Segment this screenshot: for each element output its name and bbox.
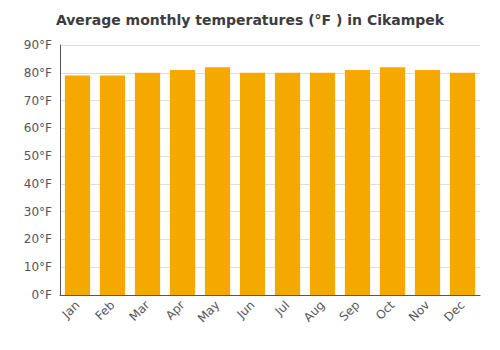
svg-text:50°F: 50°F: [24, 149, 52, 163]
svg-text:0°F: 0°F: [31, 288, 52, 302]
svg-text:Feb: Feb: [93, 298, 118, 323]
svg-text:80°F: 80°F: [24, 66, 52, 80]
svg-text:Dec: Dec: [441, 298, 467, 324]
svg-text:Jul: Jul: [272, 298, 293, 319]
svg-text:Nov: Nov: [406, 298, 432, 324]
svg-text:60°F: 60°F: [24, 121, 52, 135]
svg-text:May: May: [195, 298, 222, 325]
svg-text:90°F: 90°F: [24, 38, 52, 52]
svg-text:30°F: 30°F: [24, 205, 52, 219]
svg-text:40°F: 40°F: [24, 177, 52, 191]
svg-text:Jun: Jun: [234, 298, 258, 322]
svg-text:10°F: 10°F: [24, 260, 52, 274]
svg-text:Mar: Mar: [127, 298, 153, 324]
svg-text:Average monthly temperatures (: Average monthly temperatures (°F ) in Ci…: [56, 12, 445, 28]
svg-text:Aug: Aug: [301, 298, 327, 324]
svg-text:Jan: Jan: [59, 298, 83, 322]
svg-text:Sep: Sep: [337, 298, 363, 324]
svg-text:Oct: Oct: [373, 298, 398, 323]
svg-text:20°F: 20°F: [24, 232, 52, 246]
svg-text:70°F: 70°F: [24, 94, 52, 108]
svg-text:Apr: Apr: [163, 298, 188, 323]
